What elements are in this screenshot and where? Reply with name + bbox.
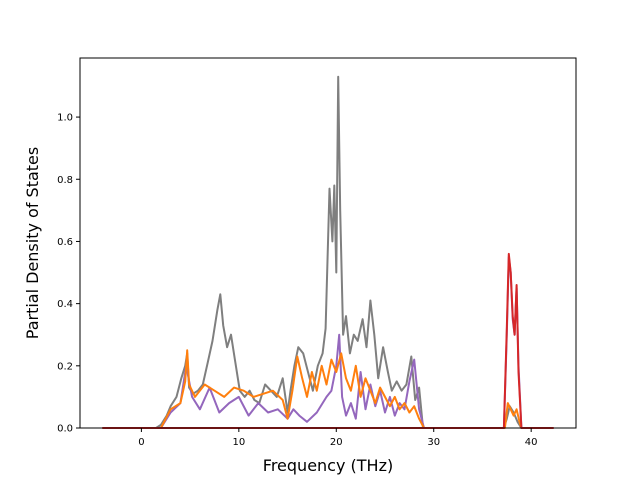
y-tick-label: 0.0 <box>57 424 73 435</box>
y-tick-label: 0.8 <box>57 175 73 186</box>
y-tick-label: 0.6 <box>57 237 73 248</box>
x-axis-label: Frequency (THz) <box>263 456 393 475</box>
x-tick-label: 40 <box>525 437 538 448</box>
series-line-4 <box>102 252 554 429</box>
x-tick-label: 30 <box>427 437 440 448</box>
x-tick-label: 20 <box>330 437 343 448</box>
y-tick-label: 1.0 <box>57 113 73 124</box>
series-line-1 <box>102 75 554 429</box>
series-line-3 <box>102 349 554 429</box>
y-tick-label: 0.4 <box>57 299 73 310</box>
x-tick-label: 10 <box>232 437 245 448</box>
series-layer <box>102 75 554 429</box>
x-ticks: 0 10 20 30 40 <box>138 428 538 448</box>
series-line-2 <box>102 256 554 429</box>
x-tick-label: 0 <box>138 437 144 448</box>
y-axis-label: Partial Density of States <box>23 147 42 339</box>
plot-frame <box>79 57 577 429</box>
y-tick-label: 0.2 <box>57 361 73 372</box>
y-ticks: 0.0 0.2 0.4 0.6 0.8 1.0 <box>57 113 80 435</box>
